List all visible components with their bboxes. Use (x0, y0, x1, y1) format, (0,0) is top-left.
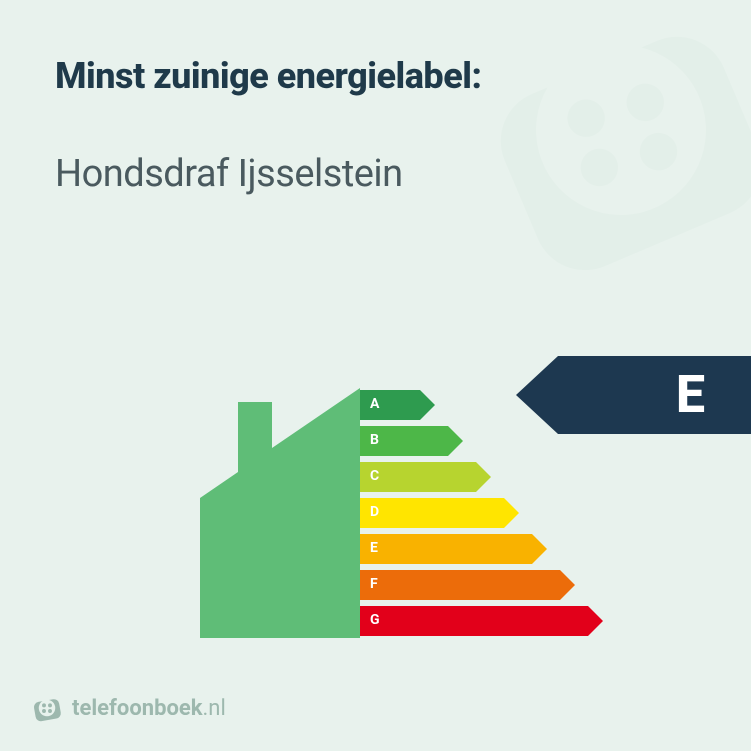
bar-letter: C (370, 468, 379, 484)
bar-letter: G (370, 612, 380, 628)
location-name: Hondsdraf Ijsselstein (55, 152, 696, 196)
footer-brand: telefoonboek.nl (72, 696, 226, 721)
footer-brand-tld: .nl (203, 696, 226, 721)
bar-letter: F (370, 576, 378, 592)
footer: telefoonboek.nl (32, 693, 226, 723)
bar-letter: D (370, 504, 379, 520)
bar-letter: E (370, 540, 378, 556)
content-area: Minst zuinige energielabel: Hondsdraf Ij… (0, 0, 751, 196)
page-title: Minst zuinige energielabel: (55, 55, 696, 97)
rating-letter: E (676, 364, 705, 425)
bar-letter: A (370, 396, 379, 412)
bar-letter: B (370, 432, 379, 448)
house-icon (180, 388, 360, 642)
footer-brand-name: telefoonboek (72, 696, 203, 721)
rating-badge (516, 356, 751, 434)
footer-logo-icon (32, 693, 62, 723)
